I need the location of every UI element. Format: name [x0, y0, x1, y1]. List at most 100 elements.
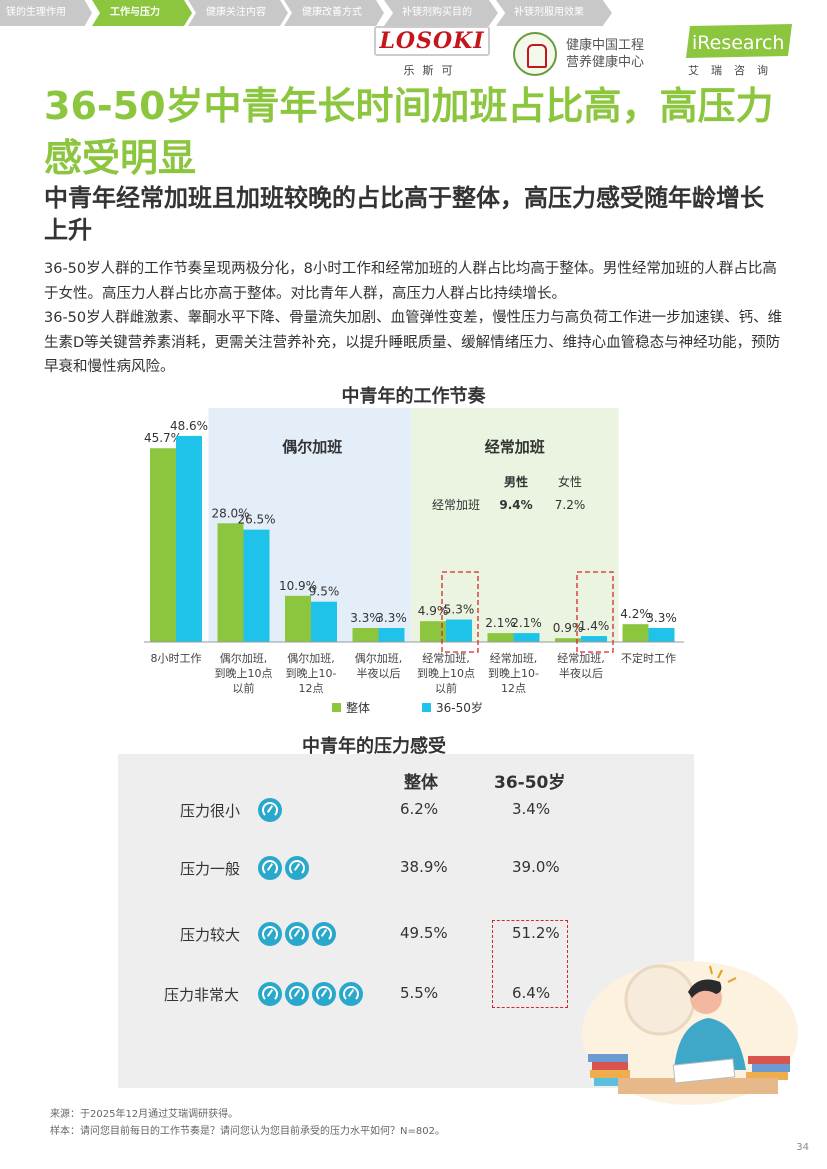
stress-value-36-50: 39.0%: [512, 858, 560, 876]
highlight-box-6: [576, 571, 614, 653]
legend-swatch-1: [422, 703, 431, 712]
health-center-name: 健康中国工程 营养健康中心: [566, 38, 645, 70]
category-label-2-2: 12点: [299, 682, 324, 695]
bar-label-age-36-50-4: 5.3%: [444, 603, 475, 617]
body-paragraph-1: 36-50岁人群的工作节奏呈现两极分化，8小时工作和经常加班的人群占比均高于整体…: [44, 261, 777, 302]
stress-col-header-overall: 整体: [404, 773, 438, 793]
category-label-5-1: 到晚上10-: [488, 667, 539, 680]
bar-age-36-50-3: [378, 628, 405, 642]
category-label-5-0: 经常加班,: [490, 652, 538, 665]
bar-age-36-50-5: [513, 633, 540, 642]
stress-value-overall: 5.5%: [400, 984, 439, 1002]
stressed-worker-illustration: [582, 961, 798, 1105]
bar-label-overall-7: 4.2%: [620, 607, 651, 621]
bar-label-age-36-50-7: 3.3%: [646, 611, 677, 625]
category-label-4-0: 经常加班,: [422, 652, 470, 665]
bar-age-36-50-4: [446, 619, 472, 642]
category-label-2-0: 偶尔加班,: [287, 652, 335, 665]
stress-value-36-50: 51.2%: [512, 924, 560, 942]
category-label-3-0: 偶尔加班,: [355, 652, 403, 665]
page-subtitle: 中青年经常加班且加班较晚的占比高于整体，高压力感受随年龄增长上升: [44, 184, 764, 244]
bar-label-age-36-50-1: 26.5%: [237, 513, 275, 527]
category-label-6-1: 半夜以后: [559, 666, 603, 680]
nav-tab-usage-effect[interactable]: 补镁剂服用效果: [496, 0, 612, 26]
gender-header-female: 女性: [558, 474, 582, 489]
bar-label-overall-4: 4.9%: [418, 604, 449, 618]
highlight-box-stress: [492, 920, 568, 1008]
nav-tab-health-concerns[interactable]: 健康关注内容: [188, 0, 288, 26]
group-label-0: 偶尔加班: [282, 438, 342, 456]
nav-tab-purchase-purpose[interactable]: 补镁剂购买目的: [384, 0, 498, 26]
nav-tab-health-improvement[interactable]: 健康改善方式: [284, 0, 384, 26]
bar-label-overall-6: 0.9%: [553, 621, 584, 635]
bar-label-age-36-50-2: 9.5%: [309, 585, 340, 599]
stress-value-overall: 38.9%: [400, 858, 448, 876]
health-center-seal-icon: [513, 32, 557, 76]
stress-gauge-icon: [258, 856, 282, 880]
bar-age-36-50-1: [243, 529, 270, 642]
body-text: 36-50岁人群的工作节奏呈现两极分化，8小时工作和经常加班的人群占比均高于整体…: [44, 257, 784, 380]
stress-value-36-50: 6.4%: [512, 984, 551, 1002]
stress-row-label: 压力非常大: [164, 986, 240, 1004]
legend-label-1: 36-50岁: [436, 700, 483, 715]
category-label-1-2: 以前: [233, 681, 255, 695]
stress-row-label: 压力较大: [180, 926, 241, 944]
bar-label-age-36-50-6: 1.4%: [579, 619, 610, 633]
bar-age-36-50-6: [581, 636, 607, 642]
stress-gauge-icon: [258, 798, 282, 822]
bar-overall-6: [555, 638, 581, 642]
stress-gauge-icon: [258, 922, 282, 946]
top-nav: 镁的生理作用 工作与压力 健康关注内容 健康改善方式 补镁剂购买目的 补镁剂服用…: [0, 0, 640, 26]
bar-label-age-36-50-5: 2.1%: [511, 616, 542, 630]
category-label-4-2: 以前: [435, 681, 457, 695]
footnote-source: 来源：于2025年12月通过艾瑞调研获得。: [50, 1109, 239, 1120]
nav-tab-mg-physiology[interactable]: 镁的生理作用: [0, 0, 92, 26]
bar-age-36-50-7: [648, 628, 675, 642]
svg-text:iResearch: iResearch: [692, 32, 784, 54]
category-label-4-1: 到晚上10点: [417, 667, 475, 680]
losoki-logo: LOSOKI: [374, 26, 490, 56]
bar-overall-1: [217, 523, 244, 642]
category-label-1-1: 到晚上10点: [215, 667, 273, 680]
stress-col-header-36-50: 36-50岁: [494, 773, 566, 793]
gender-header-male: 男性: [504, 474, 528, 489]
legend-swatch-0: [332, 703, 341, 712]
bar-label-overall-5: 2.1%: [485, 616, 516, 630]
category-label-6-0: 经常加班,: [557, 652, 605, 665]
stress-row-label: 压力很小: [180, 802, 241, 820]
nav-tab-work-stress[interactable]: 工作与压力: [92, 0, 192, 26]
bar-label-age-36-50-3: 3.3%: [376, 611, 407, 625]
footnote-sample: 样本：请问您目前每日的工作节奏是？请问您认为您目前承受的压力水平如何？N=802…: [50, 1126, 445, 1137]
group-label-1: 经常加班: [485, 438, 545, 456]
iresearch-logo: iResearch: [686, 24, 792, 58]
gender-value-female: 7.2%: [555, 498, 586, 512]
body-paragraph-2: 36-50岁人群雌激素、睾酮水平下降、骨量流失加剧、血管弹性变差，慢性压力与高负…: [44, 310, 783, 375]
losoki-logo-cn: 乐斯可: [403, 64, 461, 77]
legend-label-0: 整体: [346, 700, 370, 715]
bar-overall-0: [150, 448, 176, 642]
iresearch-logo-cn: 艾瑞咨询: [688, 64, 780, 77]
bar-overall-7: [622, 624, 649, 642]
gender-row-label: 经常加班: [432, 498, 480, 512]
group-bg-1: [411, 408, 619, 642]
bar-label-overall-3: 3.3%: [350, 611, 381, 625]
page-title: 36-50岁中青年长时间加班占比高，高压力感受明显: [44, 84, 774, 180]
gender-value-male: 9.4%: [499, 498, 532, 512]
stress-gauge-icon: [312, 982, 336, 1006]
bar-label-overall-2: 10.9%: [279, 579, 317, 593]
bar-overall-4: [420, 621, 446, 642]
stress-gauge-icon: [312, 922, 336, 946]
bar-label-age-36-50-0: 48.6%: [170, 419, 208, 433]
stress-chart-title: 中青年的压力感受: [302, 736, 446, 757]
stress-row-label: 压力一般: [180, 860, 241, 878]
stress-gauge-icon: [285, 922, 309, 946]
bar-age-36-50-0: [176, 435, 202, 642]
category-label-7-0: 不定时工作: [621, 651, 676, 665]
stress-gauge-icon: [285, 982, 309, 1006]
category-label-5-2: 12点: [501, 682, 526, 695]
category-label-3-1: 半夜以后: [357, 666, 401, 680]
category-label-1-0: 偶尔加班,: [220, 652, 268, 665]
bar-overall-5: [487, 633, 514, 642]
category-label-0-0: 8小时工作: [151, 652, 202, 665]
